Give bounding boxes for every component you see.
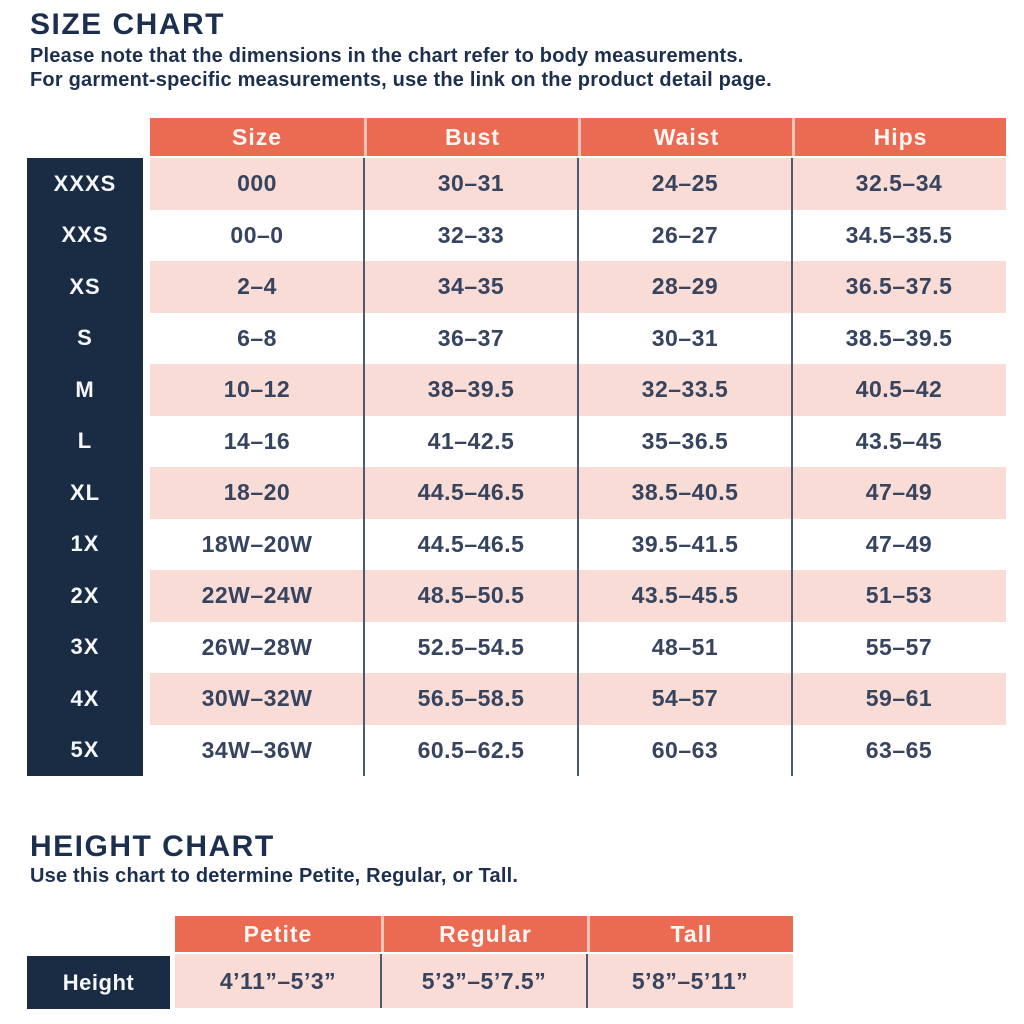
hips-column-header: Hips bbox=[792, 118, 1006, 156]
size-row-label-column: XXXS XXS XS S M L XL 1X 2X 3X 4X 5X bbox=[27, 158, 143, 776]
hips-cell: 55–57 bbox=[865, 633, 933, 660]
size-cell: 18–20 bbox=[223, 479, 291, 506]
waist-cell: 30–31 bbox=[651, 324, 719, 351]
waist-cell: 39.5–41.5 bbox=[631, 530, 739, 557]
size-table-header: Size Bust Waist Hips bbox=[150, 118, 1006, 156]
regular-column-header: Regular bbox=[381, 916, 587, 952]
size-table-body: 000 30–31 24–25 32.5–34 00–0 32–33 26–27… bbox=[150, 158, 1006, 776]
size-chart-note-line2: For garment-specific measurements, use t… bbox=[30, 69, 772, 91]
bust-cell: 36–37 bbox=[437, 324, 505, 351]
waist-cell: 48–51 bbox=[651, 633, 719, 660]
height-chart-title: HEIGHT CHART bbox=[30, 830, 275, 863]
hips-cell: 63–65 bbox=[865, 736, 933, 763]
size-cell: 2–4 bbox=[237, 273, 277, 300]
hips-cell: 36.5–37.5 bbox=[845, 273, 953, 300]
bust-column-header: Bust bbox=[364, 118, 578, 156]
table-row: 26W–28W 52.5–54.5 48–51 55–57 bbox=[150, 621, 1006, 673]
height-row-label: Height bbox=[27, 956, 170, 1009]
row-label-s: S bbox=[77, 325, 93, 351]
bust-cell: 52.5–54.5 bbox=[417, 633, 525, 660]
size-column-header: Size bbox=[150, 118, 364, 156]
waist-cell: 43.5–45.5 bbox=[631, 582, 739, 609]
hips-cell: 43.5–45 bbox=[855, 427, 943, 454]
size-cell: 6–8 bbox=[237, 324, 277, 351]
row-label-4x: 4X bbox=[70, 685, 100, 711]
hips-cell: 51–53 bbox=[865, 582, 933, 609]
tall-column-header: Tall bbox=[587, 916, 793, 952]
bust-cell: 32–33 bbox=[437, 221, 505, 248]
hips-cell: 40.5–42 bbox=[855, 376, 943, 403]
size-cell: 00–0 bbox=[230, 221, 284, 248]
hips-cell: 47–49 bbox=[865, 530, 933, 557]
size-cell: 26W–28W bbox=[201, 633, 313, 660]
size-cell: 30W–32W bbox=[201, 685, 313, 712]
column-divider bbox=[380, 954, 382, 1008]
size-chart-title: SIZE CHART bbox=[30, 8, 225, 41]
size-cell: 000 bbox=[237, 170, 277, 197]
size-cell: 10–12 bbox=[223, 376, 291, 403]
row-label-3x: 3X bbox=[70, 634, 100, 660]
waist-cell: 38.5–40.5 bbox=[631, 479, 739, 506]
waist-cell: 32–33.5 bbox=[641, 376, 729, 403]
size-cell: 34W–36W bbox=[201, 736, 313, 763]
waist-cell: 28–29 bbox=[651, 273, 719, 300]
hips-cell: 47–49 bbox=[865, 479, 933, 506]
bust-cell: 30–31 bbox=[437, 170, 505, 197]
row-label-xxs: XXS bbox=[61, 222, 109, 248]
bust-cell: 44.5–46.5 bbox=[417, 479, 525, 506]
row-label-xxxs: XXXS bbox=[53, 170, 117, 196]
petite-range-cell: 4’11”–5’3” bbox=[219, 967, 337, 994]
table-row: 2–4 34–35 28–29 36.5–37.5 bbox=[150, 261, 1006, 313]
size-cell: 22W–24W bbox=[201, 582, 313, 609]
row-label-m: M bbox=[75, 376, 95, 402]
row-label-1x: 1X bbox=[70, 531, 100, 557]
waist-cell: 60–63 bbox=[651, 736, 719, 763]
size-cell: 18W–20W bbox=[201, 530, 313, 557]
tall-range-cell: 5’8”–5’11” bbox=[631, 967, 749, 994]
bust-cell: 41–42.5 bbox=[427, 427, 515, 454]
column-divider bbox=[791, 158, 793, 776]
waist-cell: 35–36.5 bbox=[641, 427, 729, 454]
height-table-body: 4’11”–5’3” 5’3”–5’7.5” 5’8”–5’11” bbox=[175, 954, 793, 1008]
height-table-header: Petite Regular Tall bbox=[175, 916, 793, 952]
petite-column-header: Petite bbox=[175, 916, 381, 952]
hips-cell: 34.5–35.5 bbox=[845, 221, 953, 248]
column-divider bbox=[363, 158, 365, 776]
bust-cell: 34–35 bbox=[437, 273, 505, 300]
column-divider bbox=[577, 158, 579, 776]
height-chart-note: Use this chart to determine Petite, Regu… bbox=[30, 865, 519, 887]
waist-cell: 26–27 bbox=[651, 221, 719, 248]
bust-cell: 48.5–50.5 bbox=[417, 582, 525, 609]
waist-cell: 24–25 bbox=[651, 170, 719, 197]
size-chart-note-line1: Please note that the dimensions in the c… bbox=[30, 45, 744, 67]
row-label-l: L bbox=[77, 428, 93, 454]
hips-cell: 59–61 bbox=[865, 685, 933, 712]
bust-cell: 56.5–58.5 bbox=[417, 685, 525, 712]
bust-cell: 44.5–46.5 bbox=[417, 530, 525, 557]
regular-range-cell: 5’3”–5’7.5” bbox=[421, 967, 547, 994]
hips-cell: 32.5–34 bbox=[855, 170, 943, 197]
waist-cell: 54–57 bbox=[651, 685, 719, 712]
column-divider bbox=[586, 954, 588, 1008]
bust-cell: 38–39.5 bbox=[427, 376, 515, 403]
bust-cell: 60.5–62.5 bbox=[417, 736, 525, 763]
row-label-xs: XS bbox=[69, 273, 101, 299]
size-chart-note: Please note that the dimensions in the c… bbox=[30, 44, 772, 92]
hips-cell: 38.5–39.5 bbox=[845, 324, 953, 351]
row-label-xl: XL bbox=[69, 479, 101, 505]
row-label-5x: 5X bbox=[70, 737, 100, 763]
waist-column-header: Waist bbox=[578, 118, 792, 156]
row-label-2x: 2X bbox=[70, 582, 100, 608]
size-cell: 14–16 bbox=[223, 427, 291, 454]
